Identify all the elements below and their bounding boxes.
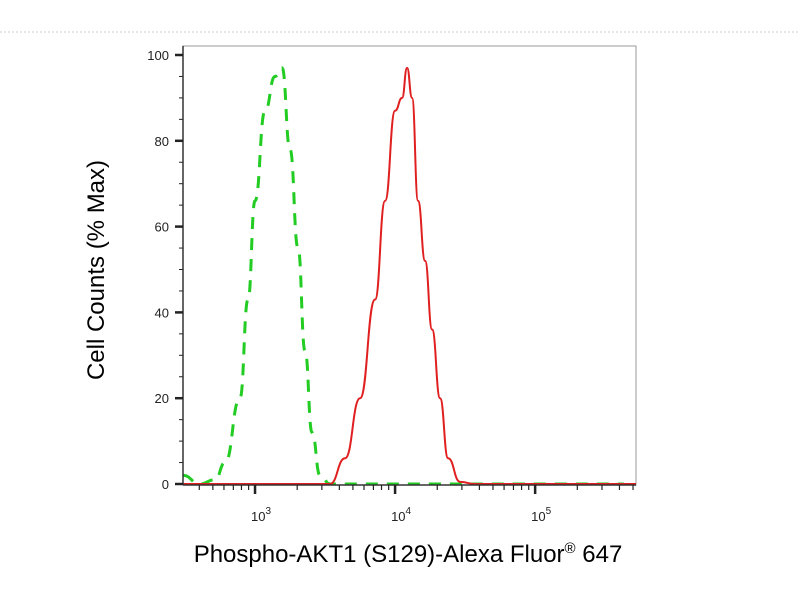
x-axis-label: Phospho-AKT1 (S129)-Alexa Fluor® 647 xyxy=(194,540,623,568)
x-tick-base: 10 xyxy=(251,509,265,524)
x-axis-label-text: Phospho-AKT1 (S129)-Alexa Fluor xyxy=(194,541,565,568)
x-axis-label-suffix: 647 xyxy=(576,541,623,568)
y-tick-label: 20 xyxy=(155,391,169,406)
registered-mark: ® xyxy=(565,540,576,557)
y-axis: 0 20 40 60 80 100 xyxy=(147,46,184,492)
y-tick-label: 60 xyxy=(155,220,169,235)
y-tick-label: 80 xyxy=(155,134,169,149)
x-tick-label: 103 xyxy=(251,506,271,524)
y-tick-label: 0 xyxy=(162,477,169,492)
x-tick-label: 104 xyxy=(391,506,411,524)
x-axis: 103 104 105 xyxy=(183,484,636,524)
y-tick-label: 100 xyxy=(147,48,169,63)
y-axis-label: Cell Counts (% Max) xyxy=(83,160,110,380)
x-tick-exponent: 3 xyxy=(265,506,271,517)
x-tick-base: 10 xyxy=(531,509,545,524)
x-tick-exponent: 4 xyxy=(406,506,412,517)
x-tick-base: 10 xyxy=(391,509,405,524)
plot-area xyxy=(182,45,637,486)
y-tick-label: 40 xyxy=(155,305,169,320)
x-tick-exponent: 5 xyxy=(546,506,552,517)
series-2-line xyxy=(182,66,636,486)
series-1-line xyxy=(182,66,624,486)
x-tick-label: 105 xyxy=(531,506,551,524)
